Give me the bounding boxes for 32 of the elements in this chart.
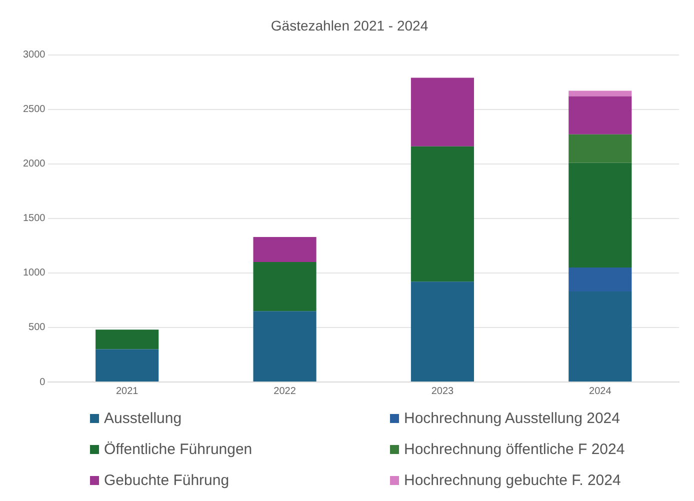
bar — [253, 311, 316, 382]
x-tick-label: 2023 — [431, 386, 454, 397]
y-tick-label: 500 — [28, 322, 46, 334]
y-tick-label: 1500 — [22, 213, 46, 224]
bar — [568, 96, 632, 134]
legend-label: Ausstellung — [104, 410, 182, 427]
bar — [253, 262, 316, 312]
y-tick-label: 1000 — [22, 268, 46, 279]
x-tick-label: 2022 — [274, 386, 296, 397]
chart-title: Gästezahlen 2021 - 2024 — [270, 17, 428, 34]
legend-label: Hochrechnung Ausstellung 2024 — [404, 410, 620, 427]
legend-label: Hochrechnung öffentliche F 2024 — [404, 441, 625, 458]
bar — [568, 291, 632, 382]
legend-label: Öffentliche Führungen — [104, 441, 252, 458]
bar — [96, 349, 159, 382]
y-tick-label: 2500 — [22, 104, 46, 116]
bar — [568, 267, 632, 292]
y-tick-label: 3000 — [22, 50, 46, 61]
bar — [410, 146, 474, 282]
bar — [568, 134, 632, 163]
legend-label: Hochrechnung gebuchte F. 2024 — [404, 472, 621, 489]
bar — [96, 330, 159, 350]
bar — [568, 162, 632, 268]
y-tick-label: 0 — [40, 376, 46, 388]
x-tick-label: 2024 — [589, 386, 612, 397]
bar — [568, 90, 632, 96]
x-tick-label: 2021 — [116, 386, 139, 397]
bar — [253, 236, 316, 262]
y-tick-label: 2000 — [22, 158, 46, 170]
bar — [410, 282, 474, 382]
bar — [410, 78, 474, 146]
legend-label: Gebuchte Führung — [104, 472, 230, 489]
